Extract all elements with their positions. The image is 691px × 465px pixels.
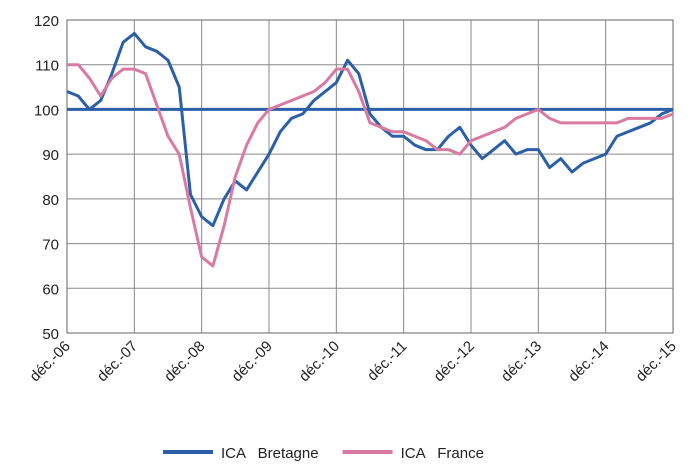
y-tick-label: 100 — [34, 102, 59, 119]
y-tick-label: 60 — [42, 281, 59, 298]
legend-label: ICA Bretagne — [221, 445, 319, 462]
plot-frame — [66, 19, 674, 334]
y-tick-label: 80 — [42, 192, 59, 209]
x-tick-label: déc.-15 — [632, 338, 679, 385]
y-tick-label: 110 — [35, 58, 59, 75]
x-tick-label: déc.-12 — [430, 338, 477, 385]
y-tick-label: 120 — [34, 13, 59, 30]
y-tick-label: 90 — [42, 147, 59, 164]
x-tick-label: déc.-11 — [364, 338, 411, 385]
y-tick-label: 50 — [42, 326, 59, 343]
y-tick-label: 70 — [42, 237, 59, 254]
x-tick-label: déc.-07 — [94, 338, 141, 385]
x-tick-label: déc.-09 — [228, 338, 275, 385]
x-tick-label: déc.-10 — [296, 338, 343, 385]
series-line — [67, 63, 674, 268]
x-tick-label: déc.-06 — [26, 338, 73, 385]
x-tick-label: déc.-08 — [161, 338, 208, 385]
x-tick-label: déc.-14 — [565, 338, 612, 385]
x-tick-label: déc.-13 — [498, 338, 545, 385]
legend-label: ICA France — [401, 445, 484, 462]
series-line — [66, 31, 674, 228]
